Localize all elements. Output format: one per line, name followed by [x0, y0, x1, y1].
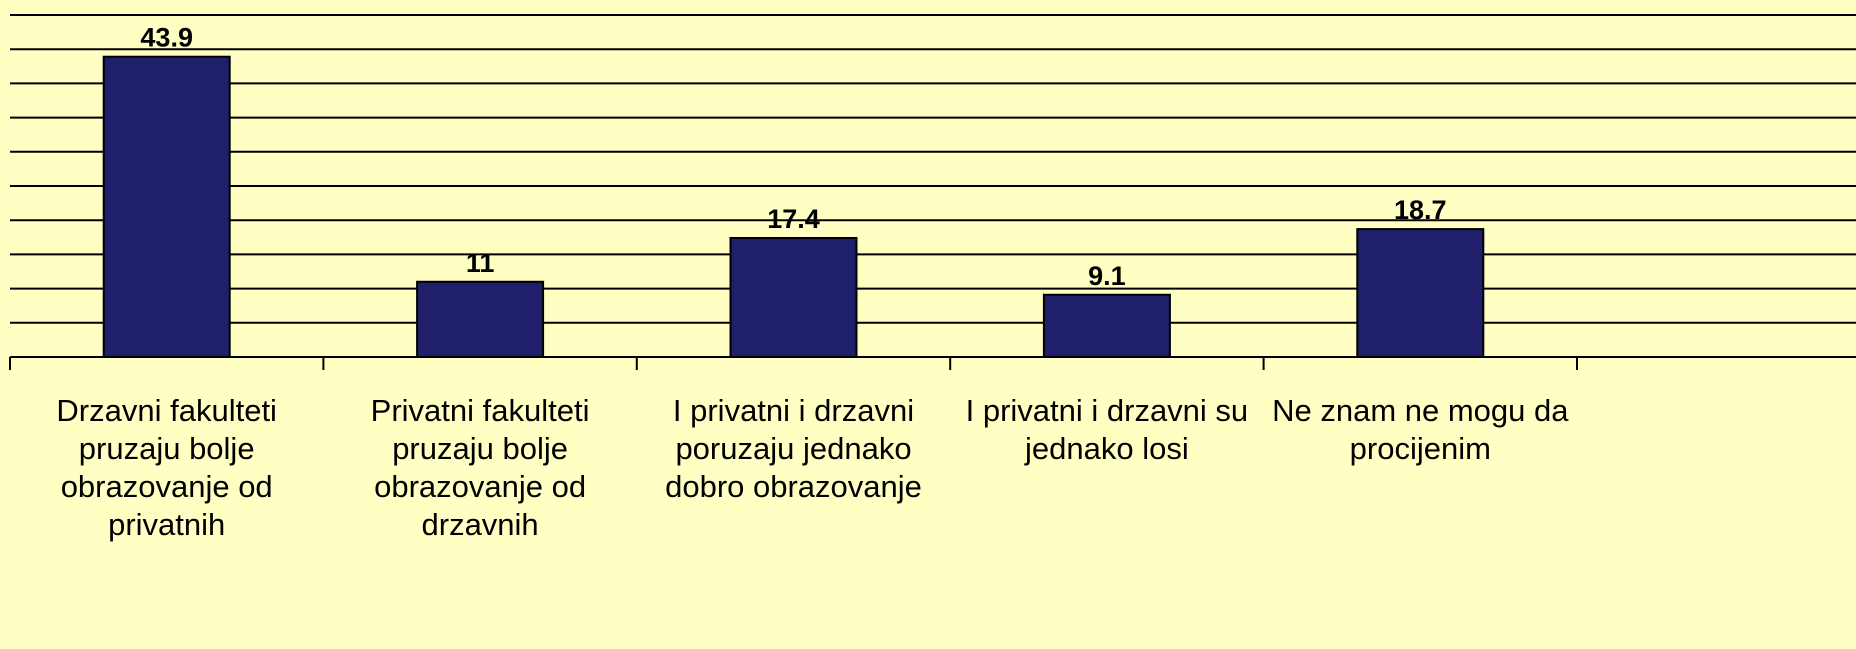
value-label: 43.9 [140, 23, 193, 53]
x-tick-label: Privatni fakulteti pruzaju bolje obrazov… [370, 393, 590, 542]
value-label: 11 [466, 248, 495, 278]
value-label: 9.1 [1088, 261, 1126, 291]
value-label: 17.4 [767, 204, 820, 234]
bar [1356, 228, 1485, 358]
x-tick-label: Ne znam ne mogu da procijenim [1272, 393, 1569, 466]
value-label: 18.7 [1394, 195, 1447, 225]
x-tick-label: I privatni i drzavni poruzaju jednako do… [665, 393, 922, 504]
x-tick-label: I privatni i drzavni su jednako losi [965, 393, 1249, 466]
x-tick-label: Drzavni fakulteti pruzaju bolje obrazova… [56, 393, 277, 542]
bar [729, 236, 858, 358]
bar [416, 280, 545, 359]
bar [102, 55, 231, 358]
bar [1042, 293, 1171, 359]
